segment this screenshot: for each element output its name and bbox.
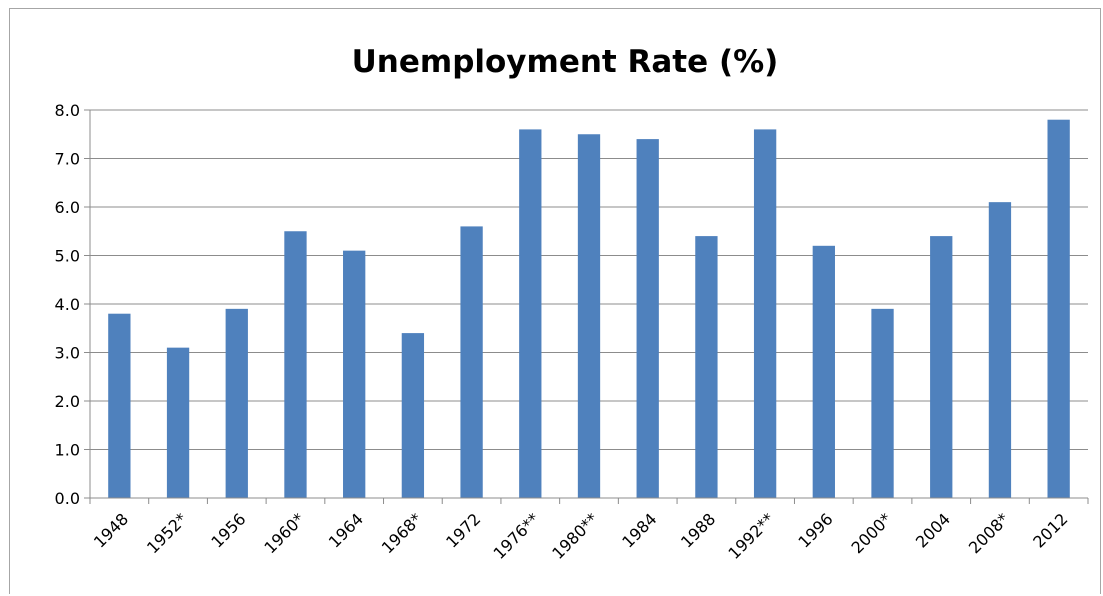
bar [871,308,894,498]
y-tick-label: 6.0 [55,198,80,217]
x-tick-label: 1960* [260,509,308,557]
bar-chart: Unemployment Rate (%) 0.0 1.0 2.0 3.0 4.0 5.0… [55,44,1089,563]
bar [343,250,366,498]
chart-frame: Unemployment Rate (%) 0.0 1.0 2.0 3.0 4.0 5.0… [9,8,1101,594]
bar [166,347,190,498]
x-tick-label: 1972 [442,509,484,551]
axes [89,110,1089,504]
x-tick-label: 1956 [207,509,249,551]
y-tick-label: 2.0 [55,392,80,411]
bar [577,134,601,498]
bar [695,236,718,498]
bar [753,129,777,498]
bars [108,119,1070,498]
bar [930,236,953,498]
x-tick-label: 1980** [548,509,602,563]
bar [812,245,835,498]
bar [1047,119,1070,498]
bar [225,308,248,498]
x-tick-label: 1964 [325,509,367,551]
y-tick-label: 7.0 [55,150,80,169]
x-tick-label: 1992** [724,509,778,563]
x-tick-label: 1984 [618,509,660,551]
bar [284,231,307,498]
y-tick-label: 4.0 [55,295,80,314]
x-tick-label: 2012 [1029,509,1071,551]
y-tick-label: 3.0 [55,344,80,363]
y-tick-label: 0.0 [55,489,80,508]
y-tick-label: 1.0 [55,441,80,460]
x-tick-label: 1968* [378,509,426,557]
bar [636,139,659,498]
x-tick-label: 1976** [490,509,544,563]
x-tick-label: 1996 [794,509,836,551]
bar [108,313,131,498]
x-tick-label: 2000* [847,509,895,557]
bar [460,226,483,498]
bar [988,202,1012,498]
chart-title: Unemployment Rate (%) [352,44,779,80]
x-tick-label: 1988 [677,509,719,551]
bar [401,333,425,498]
x-axis-ticks: 1948 1952* 1956 1960* 1964 1968* 1972 1976** 198… [90,509,1072,563]
bar [519,129,542,498]
x-tick-label: 1948 [90,509,132,551]
y-tick-label: 8.0 [55,101,80,120]
y-tick-label: 5.0 [55,247,80,266]
x-tick-label: 2004 [912,509,954,551]
x-tick-label: 1952* [143,509,191,557]
y-axis-ticks: 0.0 1.0 2.0 3.0 4.0 5.0 6.0 7.0 8.0 [55,101,80,508]
x-tick-label: 2008* [965,509,1013,557]
